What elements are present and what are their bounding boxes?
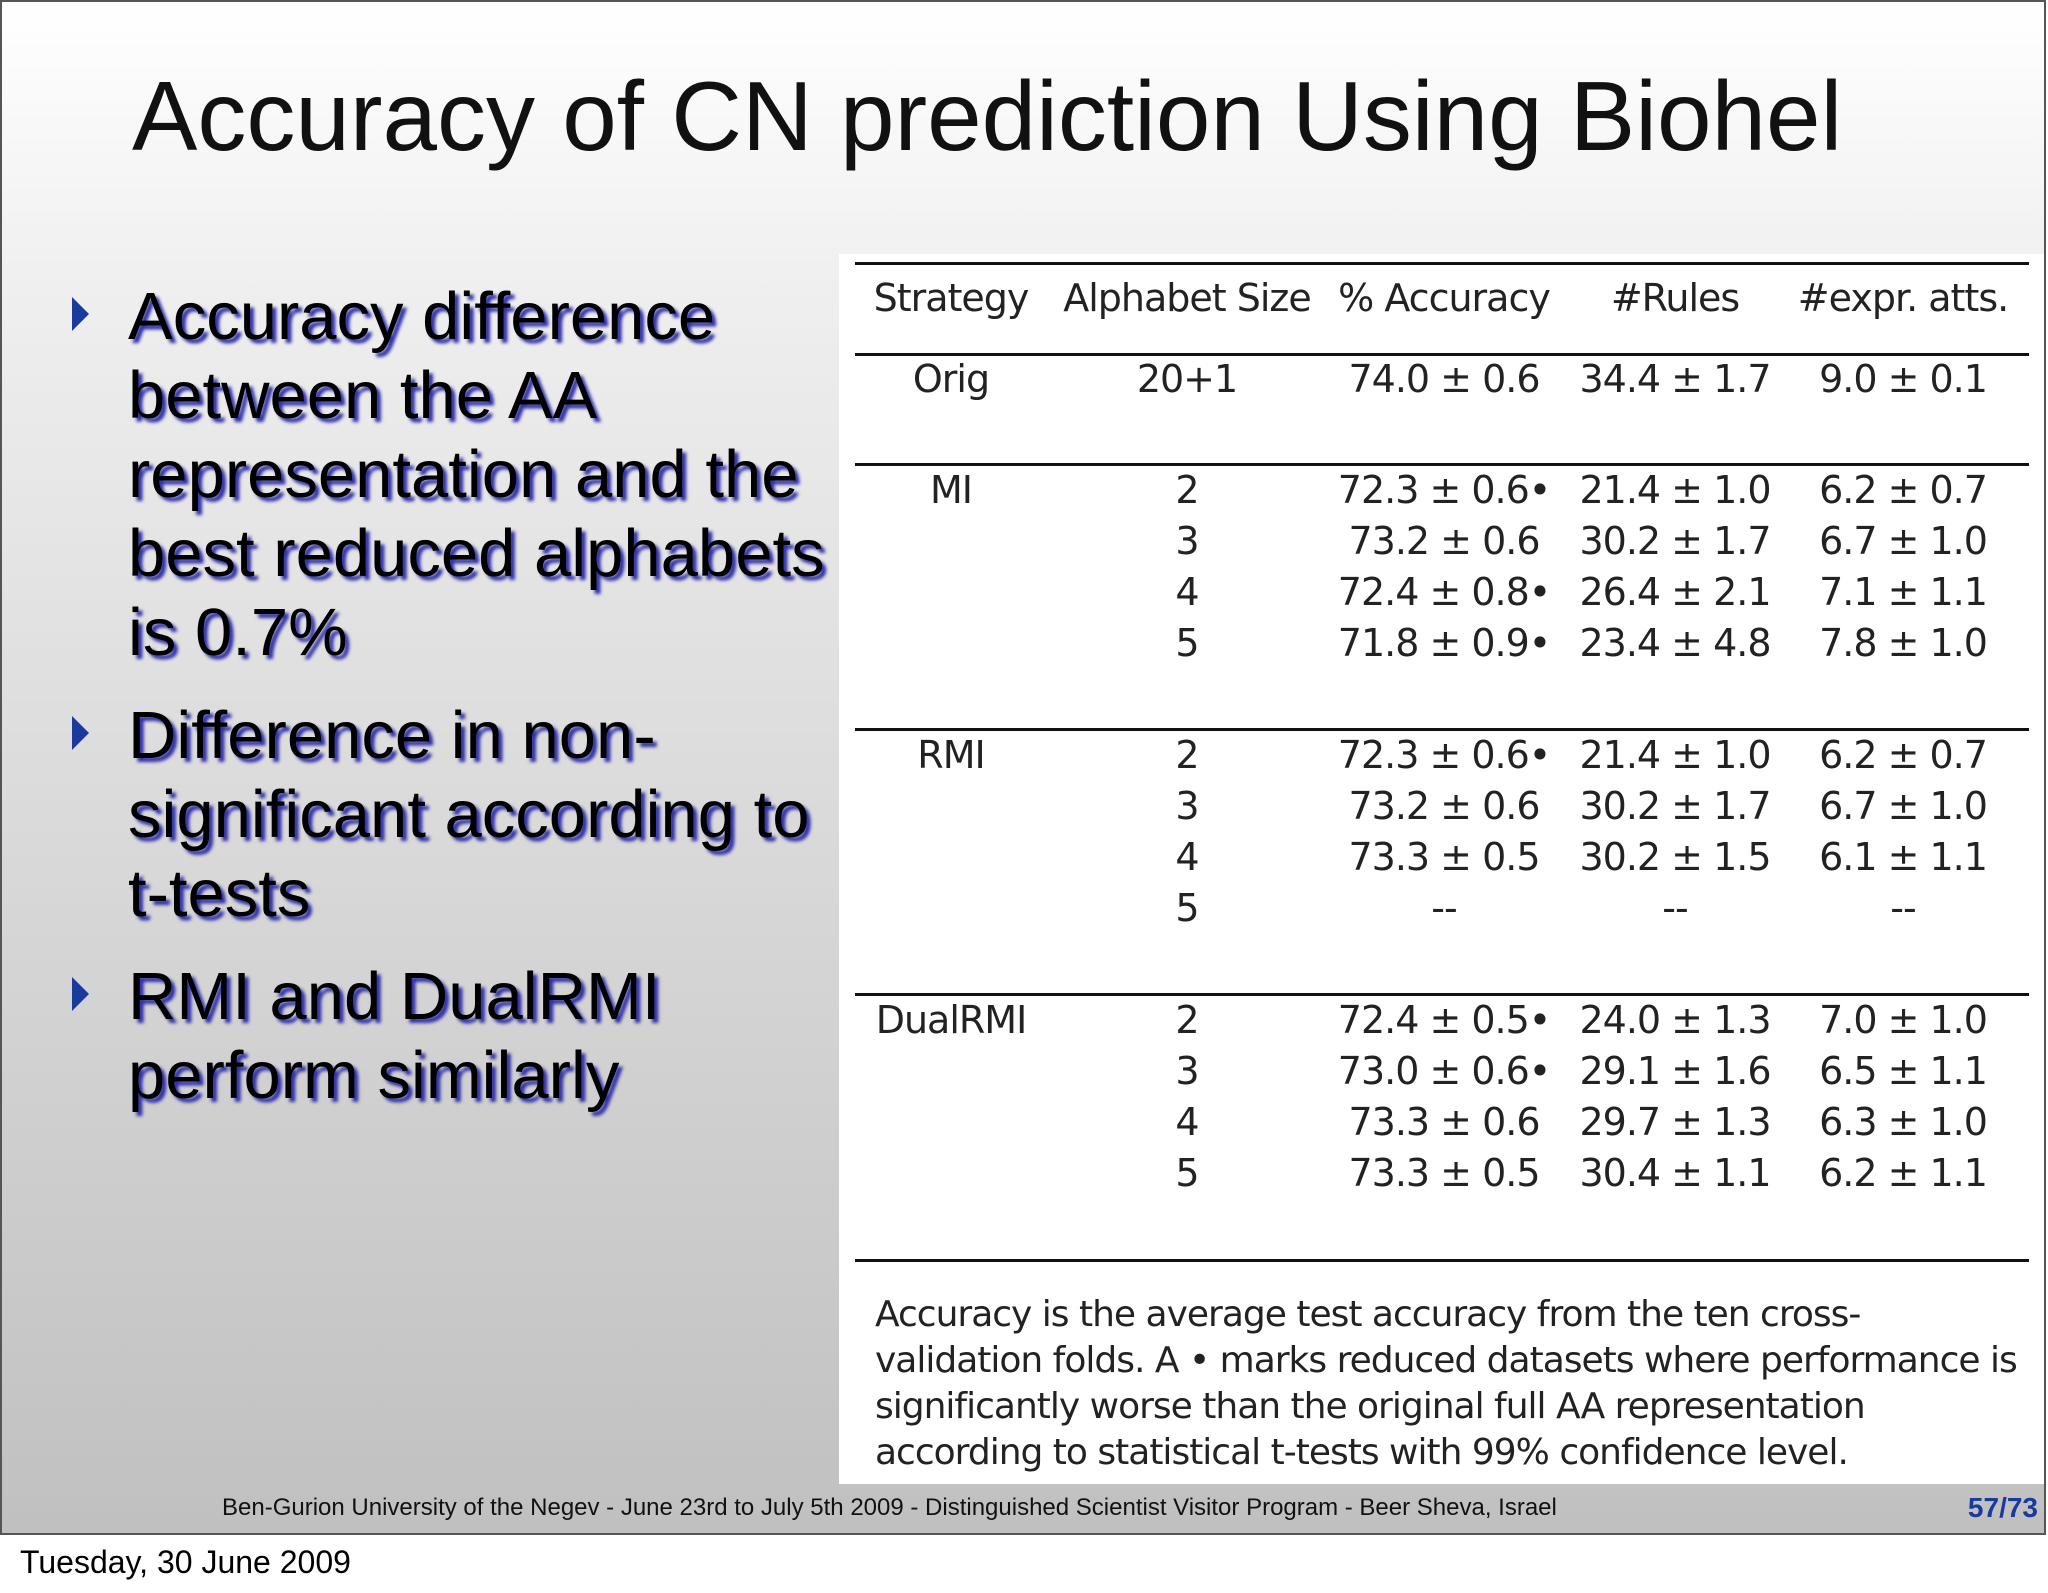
table-cell: 4 <box>1175 1100 1199 1144</box>
table-header-cell: #expr. atts. <box>1797 276 2009 320</box>
table-cell: 6.3 ± 1.0 <box>1819 1100 1988 1144</box>
table-cell: 2 <box>1175 468 1199 512</box>
table-cell: 23.4 ± 4.8 <box>1579 621 1771 665</box>
table-cell: 26.4 ± 2.1 <box>1579 570 1771 614</box>
table-cell: 73.2 ± 0.6 <box>1348 784 1540 828</box>
table-cell: 6.2 ± 0.7 <box>1819 468 1988 512</box>
table-cell: 72.3 ± 0.6• <box>1337 733 1551 777</box>
table-cell: 6.1 ± 1.1 <box>1819 835 1988 879</box>
bullet-text: Difference in non-significant according … <box>128 698 810 931</box>
table-cell: -- <box>1890 886 1916 930</box>
table-cell: 72.3 ± 0.6• <box>1337 468 1551 512</box>
table-cell: 73.3 ± 0.5 <box>1348 835 1540 879</box>
table-cell: 3 <box>1175 1049 1199 1093</box>
table-cell: 6.7 ± 1.0 <box>1819 784 1988 828</box>
slide-title: Accuracy of CN prediction Using Biohel <box>132 61 1843 171</box>
table-cell: -- <box>1431 886 1457 930</box>
bullet-item: RMI and DualRMI perform similarly <box>62 957 842 1115</box>
table-cell: 3 <box>1175 519 1199 563</box>
table-strategy-label: Orig <box>912 357 990 401</box>
table-cell: 74.0 ± 0.6 <box>1348 357 1540 401</box>
slide-footer: Ben-Gurion University of the Negev - Jun… <box>222 1494 1557 1521</box>
table-cell: 5 <box>1175 1151 1199 1195</box>
table-cell: 21.4 ± 1.0 <box>1579 733 1771 777</box>
table-cell: 30.2 ± 1.7 <box>1579 519 1771 563</box>
table-cell: 6.7 ± 1.0 <box>1819 519 1988 563</box>
table-cell: 72.4 ± 0.5• <box>1337 998 1551 1042</box>
table-header-cell: Alphabet Size <box>1063 276 1312 320</box>
table-rule <box>855 353 2029 356</box>
table-rule <box>855 728 2029 731</box>
slide: Accuracy of CN prediction Using Biohel A… <box>0 0 2046 1535</box>
table-strategy-label: DualRMI <box>875 998 1028 1042</box>
results-table: Strategy Alphabet Size % Accuracy #Rules #ex… <box>839 254 2044 1484</box>
table-cell: 6.2 ± 0.7 <box>1819 733 1988 777</box>
table-cell: 7.1 ± 1.1 <box>1819 570 1988 614</box>
table-rule <box>855 463 2029 466</box>
table-cell: 5 <box>1175 621 1199 665</box>
table-cell: 30.2 ± 1.5 <box>1579 835 1771 879</box>
table-cell: 72.4 ± 0.8• <box>1337 570 1551 614</box>
table-cell: 6.5 ± 1.1 <box>1819 1049 1988 1093</box>
table-cell: 34.4 ± 1.7 <box>1579 357 1771 401</box>
table-cell: -- <box>1662 886 1688 930</box>
table-strategy-label: MI <box>930 468 973 512</box>
table-cell: 7.0 ± 1.0 <box>1819 998 1988 1042</box>
table-cell: 73.0 ± 0.6• <box>1337 1049 1551 1093</box>
table-cell: 21.4 ± 1.0 <box>1579 468 1771 512</box>
table-cell: 5 <box>1175 886 1199 930</box>
table-cell: 20+1 <box>1136 357 1238 401</box>
bullet-arrow-icon <box>72 297 89 331</box>
table-rule <box>855 262 2029 265</box>
table-cell: 6.2 ± 1.1 <box>1819 1151 1988 1195</box>
table-caption: Accuracy is the average test accuracy fr… <box>875 1294 2018 1473</box>
table-header-cell: #Rules <box>1610 276 1740 320</box>
bullet-list: Accuracy difference between the AA repre… <box>62 277 842 1139</box>
table-cell: 7.8 ± 1.0 <box>1819 621 1988 665</box>
table-cell: 73.2 ± 0.6 <box>1348 519 1540 563</box>
table-cell: 3 <box>1175 784 1199 828</box>
bullet-text: RMI and DualRMI perform similarly <box>128 959 661 1113</box>
page-number: 57/73 <box>1967 1492 2038 1523</box>
table-cell: 29.7 ± 1.3 <box>1579 1100 1771 1144</box>
table-cell: 71.8 ± 0.9• <box>1337 621 1551 665</box>
table-header-cell: Strategy <box>873 276 1030 320</box>
table-strategy-label: RMI <box>917 733 985 777</box>
table-header-cell: % Accuracy <box>1338 276 1551 320</box>
bullet-item: Difference in non-significant according … <box>62 696 842 933</box>
table-cell: 2 <box>1175 733 1199 777</box>
table-cell: 30.2 ± 1.7 <box>1579 784 1771 828</box>
bullet-item: Accuracy difference between the AA repre… <box>62 277 842 672</box>
bullet-arrow-icon <box>72 716 89 750</box>
table-cell: 24.0 ± 1.3 <box>1579 998 1771 1042</box>
table-cell: 4 <box>1175 835 1199 879</box>
table-rule <box>855 993 2029 996</box>
table-cell: 29.1 ± 1.6 <box>1579 1049 1771 1093</box>
bullet-arrow-icon <box>72 977 89 1011</box>
table-cell: 73.3 ± 0.5 <box>1348 1151 1540 1195</box>
table-cell: 73.3 ± 0.6 <box>1348 1100 1540 1144</box>
bullet-text: Accuracy difference between the AA repre… <box>128 279 825 670</box>
table-cell: 9.0 ± 0.1 <box>1819 357 1988 401</box>
date-label: Tuesday, 30 June 2009 <box>20 1544 351 1580</box>
table-cell: 2 <box>1175 998 1199 1042</box>
table-rule <box>855 1259 2029 1262</box>
table-cell: 30.4 ± 1.1 <box>1579 1151 1771 1195</box>
table-cell: 4 <box>1175 570 1199 614</box>
